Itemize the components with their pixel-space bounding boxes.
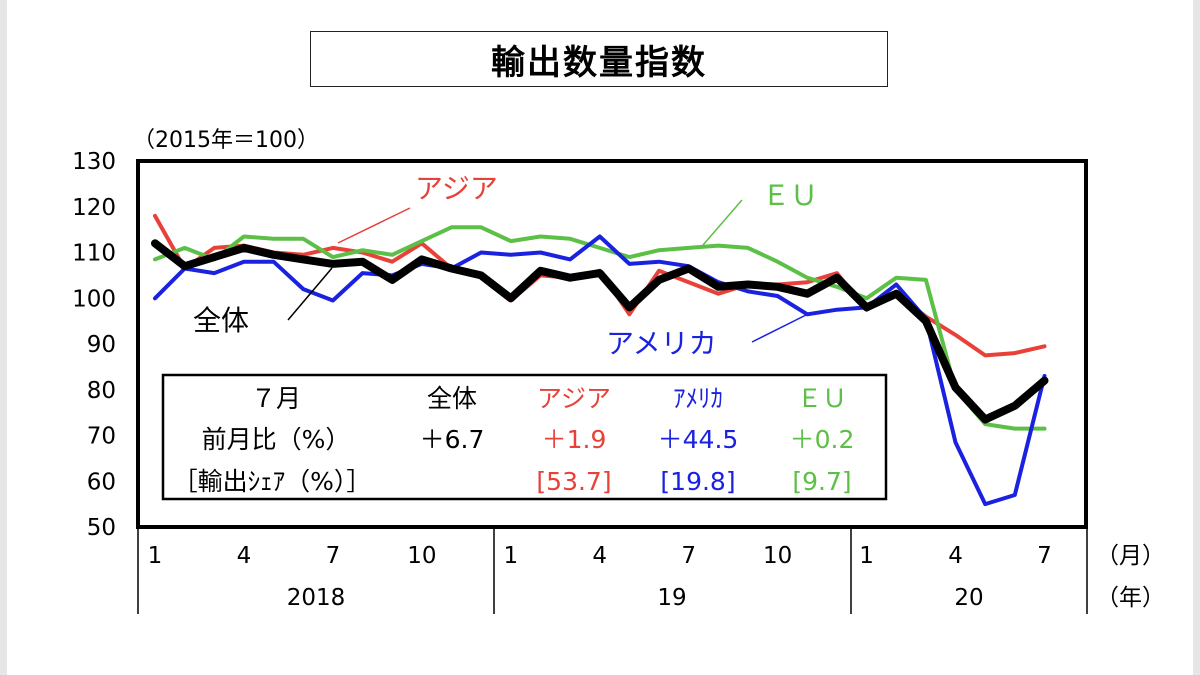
x-tick-label: 4 bbox=[237, 543, 252, 569]
x-tick-label: 1 bbox=[148, 543, 163, 569]
x-tick-label: 7 bbox=[326, 543, 341, 569]
y-tick-label: 50 bbox=[87, 515, 116, 541]
chart-title: 輸出数量指数 bbox=[310, 31, 888, 87]
right-frame-edge bbox=[1193, 0, 1200, 675]
year-unit-label: （年） bbox=[1096, 585, 1165, 611]
table-share-cell: [9.7] bbox=[792, 467, 851, 496]
unit-note: （2015年＝100） bbox=[133, 128, 319, 153]
table-share-cell: [19.8] bbox=[660, 467, 735, 496]
table-row-label: ［輸出ｼｪｱ（%）］ bbox=[173, 467, 372, 496]
table-row-label: 前月比（%） bbox=[202, 425, 351, 454]
x-tick-label: 1 bbox=[503, 543, 518, 569]
y-tick-label: 130 bbox=[72, 149, 116, 175]
table-header-cell: 全体 bbox=[427, 384, 477, 413]
year-label: 20 bbox=[954, 585, 983, 611]
x-tick-label: 4 bbox=[592, 543, 607, 569]
x-unit-label: （月） bbox=[1096, 543, 1165, 569]
x-tick-label: 10 bbox=[407, 543, 436, 569]
table-yoy-cell: ＋44.5 bbox=[658, 425, 739, 454]
table-share-cell: [53.7] bbox=[536, 467, 611, 496]
plot-frame bbox=[136, 159, 1088, 529]
table-header-cell: ７月 bbox=[251, 384, 301, 413]
year-label: 2018 bbox=[287, 585, 346, 611]
annotation-label: 全体 bbox=[193, 304, 249, 337]
y-tick-label: 80 bbox=[87, 378, 116, 404]
x-tick-label: 1 bbox=[859, 543, 874, 569]
x-tick-label: 10 bbox=[763, 543, 792, 569]
x-tick-label: 7 bbox=[681, 543, 696, 569]
left-frame-edge bbox=[0, 0, 7, 675]
series-line-全体 bbox=[151, 239, 1049, 424]
table-header-cell: ＥＵ bbox=[797, 384, 847, 413]
series-line-アメリカ bbox=[153, 234, 1047, 507]
x-tick-label: 4 bbox=[948, 543, 963, 569]
annotation-pointer bbox=[287, 267, 333, 321]
series-line-ＥＵ bbox=[153, 225, 1047, 431]
table-yoy-cell: ＋1.9 bbox=[542, 425, 607, 454]
table-header-cell: アジア bbox=[537, 384, 611, 413]
year-label: 19 bbox=[657, 585, 686, 611]
annotation-pointer bbox=[702, 199, 743, 246]
y-axis: 50 60 70 80 90 100 110 120 130 bbox=[72, 149, 116, 541]
annotation-label: アメリカ bbox=[606, 327, 717, 360]
table-yoy-cell: ＋6.7 bbox=[420, 425, 485, 454]
annotation-label: ＥＵ bbox=[762, 179, 818, 212]
y-tick-label: 110 bbox=[72, 241, 116, 267]
table-header-cell: ｱﾒﾘｶ bbox=[673, 384, 723, 413]
y-tick-label: 120 bbox=[72, 195, 116, 221]
table-yoy-cell: ＋0.2 bbox=[790, 425, 855, 454]
y-tick-label: 70 bbox=[87, 424, 116, 450]
x-axis: 1 4 7 10 1 4 7 10 1 4 7 2018 19 20 （月） （年） bbox=[137, 527, 1165, 614]
annotation-pointer bbox=[337, 207, 411, 244]
table-box bbox=[161, 373, 888, 501]
y-tick-label: 60 bbox=[87, 469, 116, 495]
summary-table: ７月 全体 アジア ｱﾒﾘｶ ＥＵ 前月比（%） ＋6.7 ＋1.9 ＋44.5 ＋0.2 ［輸出ｼ… bbox=[161, 373, 888, 501]
x-tick-label: 7 bbox=[1037, 543, 1052, 569]
y-tick-label: 90 bbox=[87, 332, 116, 358]
y-tick-label: 100 bbox=[72, 286, 116, 312]
series-group bbox=[151, 213, 1049, 507]
annotation-label: アジア bbox=[415, 172, 498, 205]
annotation-pointer bbox=[751, 312, 811, 343]
